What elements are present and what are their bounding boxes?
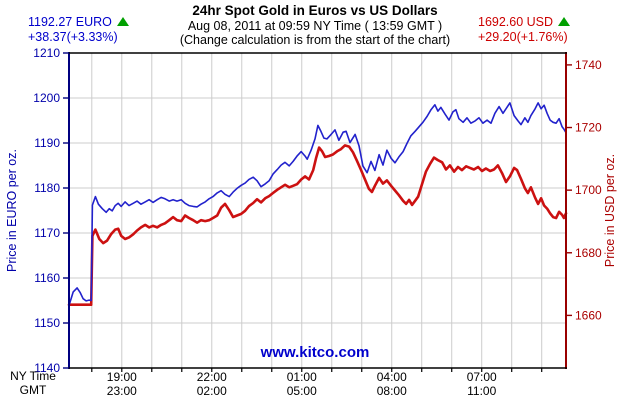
euro-axis-title: Price in EURO per oz. (5, 149, 19, 272)
euro-axis-tick-label: 1200 (33, 91, 60, 105)
usd-up-arrow-icon (558, 17, 571, 26)
usd-change: +29.20(+1.76%) (478, 30, 568, 44)
chart-note: (Change calculation is from the start of… (179, 33, 451, 47)
euro-quote: 1192.27 EURO +38.37(+3.33%) (28, 15, 129, 45)
usd-axis-tick-label: 1660 (575, 308, 602, 322)
usd-quote-price-row: 1692.60 USD (478, 15, 571, 30)
usd-axis-tick-label: 1740 (575, 58, 602, 72)
euro-series-line (68, 102, 567, 307)
x-axis-label-ny: 07:00 (467, 370, 497, 384)
chart-subtitle: Aug 08, 2011 at 09:59 NY Time ( 13:59 GM… (187, 19, 443, 33)
usd-axis-title: Price in USD per oz. (603, 154, 617, 267)
x-axis-row-label-gmt: GMT (19, 383, 47, 397)
euro-axis-tick-label: 1210 (33, 46, 60, 60)
chart-title: 24hr Spot Gold in Euros vs US Dollars (192, 3, 438, 18)
euro-axis-tick-label: 1150 (34, 316, 60, 330)
euro-axis-tick-label: 1140 (34, 361, 60, 375)
x-axis-row-label-ny-time: NY Time (10, 369, 56, 383)
x-axis-label-gmt: 23:00 (107, 384, 137, 398)
x-axis-label-gmt: 02:00 (197, 384, 227, 398)
usd-series-line (67, 144, 568, 307)
x-axis-label-gmt: 11:00 (467, 384, 496, 398)
x-axis-label-ny: 01:00 (287, 370, 317, 384)
euro-axis-tick-label: 1170 (34, 226, 60, 240)
kitco-watermark-link[interactable]: www.kitco.com (260, 344, 370, 361)
x-axis-label-gmt: 05:00 (287, 384, 317, 398)
euro-up-arrow-icon (116, 17, 129, 26)
euro-change: +38.37(+3.33%) (28, 30, 118, 44)
usd-axis-tick-label: 1720 (575, 121, 602, 135)
usd-axis-tick-label: 1680 (575, 246, 602, 260)
x-axis-label-ny: 22:00 (197, 370, 227, 384)
euro-axis-tick-label: 1190 (34, 136, 60, 150)
x-axis-label-ny: 04:00 (377, 370, 407, 384)
x-axis-label-ny: 19:00 (107, 370, 137, 384)
usd-price: 1692.60 USD (478, 15, 554, 29)
euro-axis-tick-label: 1180 (34, 181, 60, 195)
usd-axis-tick-label: 1700 (575, 183, 602, 197)
usd-quote: 1692.60 USD +29.20(+1.76%) (478, 15, 571, 45)
x-axis-label-gmt: 08:00 (377, 384, 407, 398)
euro-quote-price-row: 1192.27 EURO (28, 15, 129, 30)
euro-axis-tick-label: 1160 (34, 271, 60, 285)
euro-price: 1192.27 EURO (28, 15, 112, 29)
